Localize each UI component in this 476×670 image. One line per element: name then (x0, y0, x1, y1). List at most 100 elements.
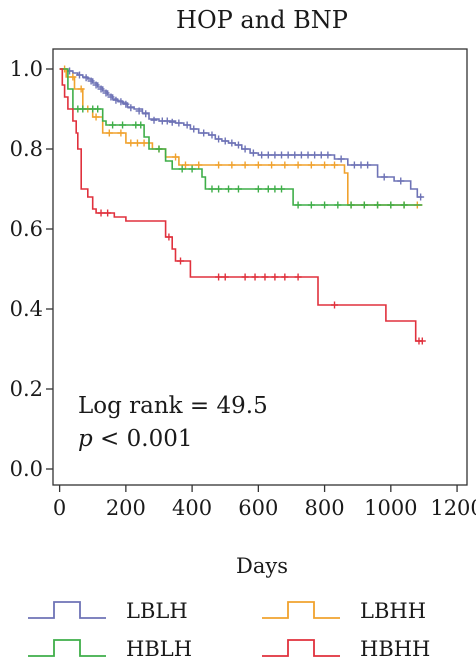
series-lbhh (59, 65, 423, 209)
y-tick-label: 0.8 (10, 137, 43, 161)
censor-mark-hblh (321, 201, 329, 209)
censor-mark-lblh (150, 116, 158, 124)
censor-mark-lbhh (172, 153, 180, 161)
censor-mark-lblh (221, 137, 229, 145)
censor-mark-lblh (142, 110, 150, 118)
censor-mark-lbhh (281, 161, 289, 169)
censor-mark-lblh (190, 125, 198, 133)
censor-mark-lblh (271, 151, 279, 159)
legend-label-lblh: LBLH (126, 599, 188, 623)
x-tick-label: 200 (106, 496, 146, 520)
censor-mark-hblh (254, 185, 262, 193)
censor-mark-lblh (228, 139, 236, 147)
censor-mark-lblh (183, 121, 191, 129)
log-rank-text: Log rank = 49.5 (78, 393, 268, 419)
censor-mark-hbhh (331, 301, 339, 309)
censor-mark-lbhh (195, 161, 203, 169)
censor-mark-hblh (400, 201, 408, 209)
legend-item-hblh: HBLH (28, 637, 192, 661)
censor-mark-lbhh (321, 161, 329, 169)
censor-mark-lblh (364, 161, 372, 169)
censor-mark-lbhh (127, 139, 135, 147)
censor-mark-lblh (350, 161, 358, 169)
censor-mark-hblh (94, 105, 102, 113)
censor-mark-lblh (234, 141, 242, 149)
censor-mark-hblh (109, 121, 117, 129)
x-tick-label: 800 (305, 496, 345, 520)
p-value: < 0.001 (93, 426, 193, 452)
censor-mark-lbhh (228, 161, 236, 169)
censor-mark-lblh (112, 96, 120, 104)
censor-mark-lblh (304, 151, 312, 159)
censor-mark-hblh (360, 201, 368, 209)
censor-mark-lblh (102, 89, 110, 97)
series-lblh (59, 67, 425, 201)
censor-mark-lblh (215, 135, 223, 143)
censor-mark-lblh (297, 151, 305, 159)
censor-mark-hblh (307, 201, 315, 209)
censor-mark-lblh (397, 177, 405, 185)
legend-swatch-hblh (28, 639, 106, 657)
x-tick-label: 600 (238, 496, 278, 520)
censor-mark-lblh (117, 98, 125, 106)
censor-mark-lbhh (117, 129, 125, 137)
censor-mark-lblh (208, 131, 216, 139)
censor-mark-hblh (334, 201, 342, 209)
legend-item-lblh: LBLH (28, 599, 188, 623)
censor-mark-lbhh (77, 85, 85, 93)
censor-mark-lbhh (69, 73, 77, 81)
censor-mark-lblh (82, 74, 90, 82)
censor-mark-hbhh (97, 209, 105, 217)
censor-mark-lbhh (215, 161, 223, 169)
legend-swatch-lblh (28, 601, 106, 619)
series-hblh (59, 68, 423, 209)
censor-mark-hblh (271, 185, 279, 193)
x-axis-label: Days (236, 554, 288, 578)
censor-mark-lblh (92, 81, 100, 89)
censor-mark-lbhh (307, 161, 315, 169)
censor-mark-hblh (278, 185, 286, 193)
censor-mark-lbhh (105, 129, 113, 137)
censor-mark-lbhh (254, 161, 262, 169)
censor-mark-lbhh (133, 139, 141, 147)
censor-mark-hbhh (165, 233, 173, 241)
x-tick-label: 400 (172, 496, 212, 520)
censor-mark-hbhh (221, 273, 229, 281)
censor-mark-lblh (127, 104, 135, 112)
legend-label-hbhh: HBHH (360, 637, 430, 661)
censor-mark-hbhh (261, 273, 269, 281)
censor-mark-lbhh (268, 161, 276, 169)
legend: LBLH LBHH HBLH HBHH (28, 599, 430, 661)
censor-mark-lblh (311, 151, 319, 159)
censor-mark-hbhh (294, 273, 302, 281)
censor-mark-lblh (168, 118, 176, 126)
legend-item-lbhh: LBHH (262, 599, 426, 623)
censor-mark-lblh (241, 145, 249, 153)
censor-mark-lblh (258, 151, 266, 159)
censor-mark-lblh (291, 151, 299, 159)
censor-mark-hbhh (241, 273, 249, 281)
censor-mark-lblh (135, 107, 143, 115)
annotation: Log rank = 49.5 p < 0.001 (78, 393, 268, 452)
censor-mark-hblh (264, 185, 272, 193)
censor-mark-hblh (79, 105, 87, 113)
censor-mark-lbhh (241, 161, 249, 169)
legend-label-hblh: HBLH (126, 637, 192, 661)
km-curve-hblh (59, 68, 423, 206)
censor-mark-lblh (97, 85, 105, 93)
censor-mark-hblh (215, 185, 223, 193)
y-tick-label: 1.0 (10, 57, 43, 81)
p-value-text: p < 0.001 (78, 426, 192, 452)
censor-mark-lblh (163, 117, 171, 125)
censor-mark-lblh (278, 151, 286, 159)
censor-mark-hbhh (251, 273, 259, 281)
censor-mark-hblh (208, 185, 216, 193)
censor-mark-lblh (87, 77, 95, 85)
y-tick-label: 0.6 (10, 217, 43, 241)
series-layer (59, 65, 426, 345)
censor-mark-hblh (155, 145, 163, 153)
censor-mark-hbhh (177, 257, 185, 265)
km-curve-lbhh (59, 68, 423, 206)
